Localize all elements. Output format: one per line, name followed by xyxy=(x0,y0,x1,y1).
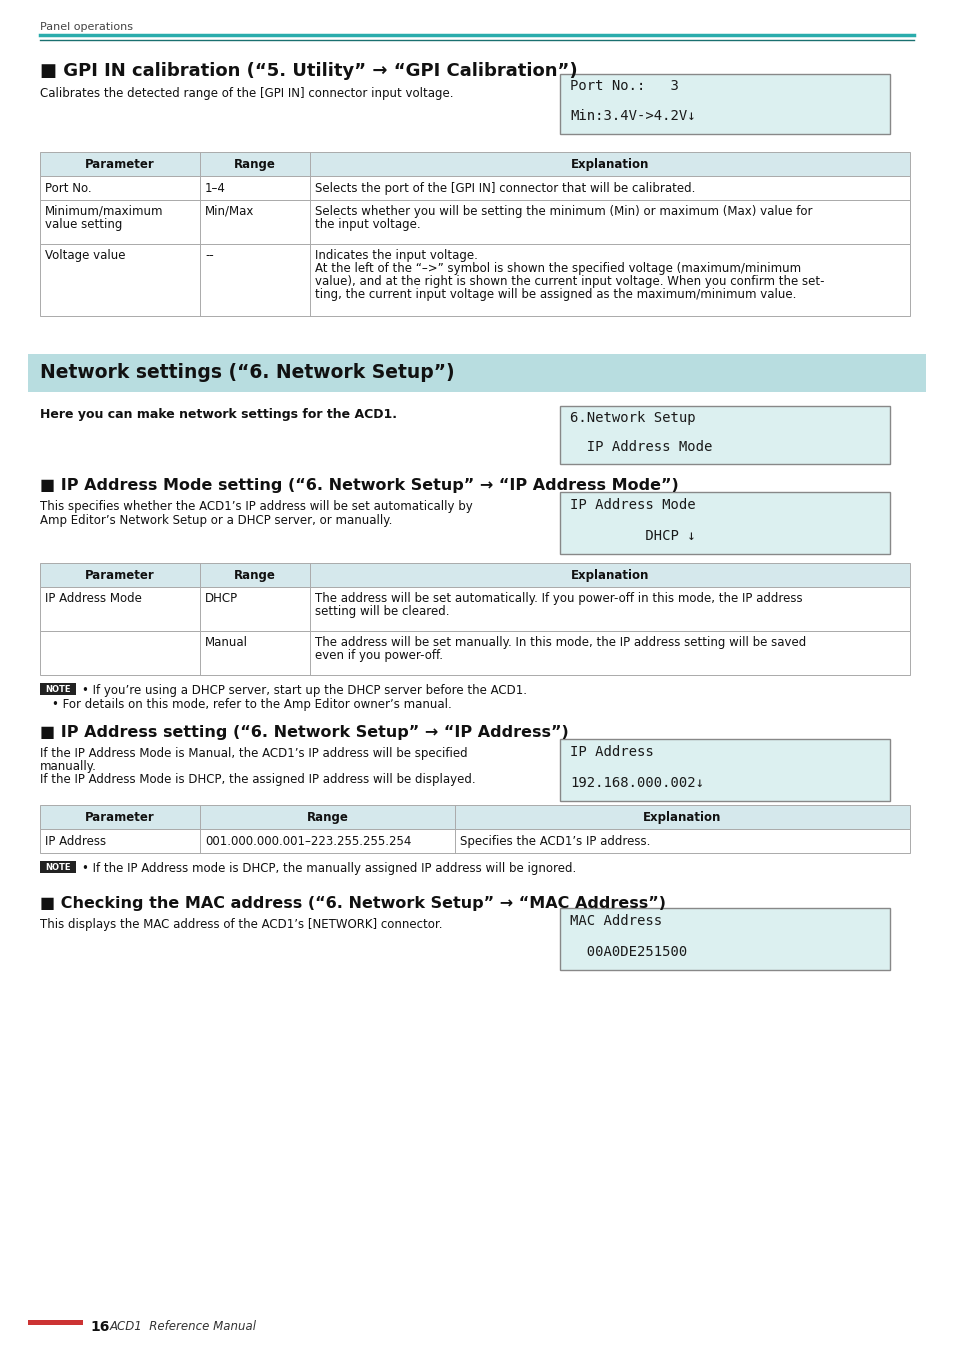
Text: Minimum/maximum: Minimum/maximum xyxy=(45,205,163,218)
Text: • For details on this mode, refer to the Amp Editor owner’s manual.: • For details on this mode, refer to the… xyxy=(52,698,452,711)
Text: Voltage value: Voltage value xyxy=(45,249,126,262)
Text: Manual: Manual xyxy=(205,636,248,648)
Text: 192.168.000.002↓: 192.168.000.002↓ xyxy=(569,775,703,789)
Text: setting will be cleared.: setting will be cleared. xyxy=(314,605,449,617)
Text: Indicates the input voltage.: Indicates the input voltage. xyxy=(314,249,477,262)
Bar xyxy=(40,245,909,316)
Text: Selects whether you will be setting the minimum (Min) or maximum (Max) value for: Selects whether you will be setting the … xyxy=(314,205,812,218)
Text: DHCP: DHCP xyxy=(205,592,238,605)
Bar xyxy=(28,354,925,392)
Text: 00A0DE251500: 00A0DE251500 xyxy=(569,944,686,959)
Text: IP Address: IP Address xyxy=(569,744,653,758)
Text: IP Address Mode: IP Address Mode xyxy=(569,497,695,512)
Text: IP Address Mode: IP Address Mode xyxy=(45,592,142,605)
Text: ACD1  Reference Manual: ACD1 Reference Manual xyxy=(110,1320,256,1333)
Text: Selects the port of the [GPI IN] connector that will be calibrated.: Selects the port of the [GPI IN] connect… xyxy=(314,182,695,195)
Text: Explanation: Explanation xyxy=(642,811,720,824)
Bar xyxy=(40,586,909,631)
Text: Explanation: Explanation xyxy=(570,569,648,582)
Text: 6.Network Setup: 6.Network Setup xyxy=(569,411,695,426)
Text: Parameter: Parameter xyxy=(85,158,154,172)
Text: This specifies whether the ACD1’s IP address will be set automatically by: This specifies whether the ACD1’s IP add… xyxy=(40,500,473,513)
Text: NOTE: NOTE xyxy=(45,862,71,871)
Text: Parameter: Parameter xyxy=(85,569,154,582)
Text: value), and at the right is shown the current input voltage. When you confirm th: value), and at the right is shown the cu… xyxy=(314,276,823,288)
Text: the input voltage.: the input voltage. xyxy=(314,218,420,231)
Text: This displays the MAC address of the ACD1’s [NETWORK] connector.: This displays the MAC address of the ACD… xyxy=(40,917,442,931)
Text: Here you can make network settings for the ACD1.: Here you can make network settings for t… xyxy=(40,408,396,422)
Text: even if you power-off.: even if you power-off. xyxy=(314,648,442,662)
Text: DHCP ↓: DHCP ↓ xyxy=(569,528,695,543)
Text: Range: Range xyxy=(233,569,275,582)
Text: 16: 16 xyxy=(90,1320,110,1333)
Bar xyxy=(40,805,909,830)
Text: MAC Address: MAC Address xyxy=(569,913,661,928)
Bar xyxy=(559,908,889,970)
Text: Parameter: Parameter xyxy=(85,811,154,824)
Bar xyxy=(40,631,909,676)
Text: Port No.: Port No. xyxy=(45,182,91,195)
Text: IP Address: IP Address xyxy=(45,835,106,848)
Text: The address will be set manually. In this mode, the IP address setting will be s: The address will be set manually. In thi… xyxy=(314,636,805,648)
Text: Calibrates the detected range of the [GPI IN] connector input voltage.: Calibrates the detected range of the [GP… xyxy=(40,86,453,100)
Text: ting, the current input voltage will be assigned as the maximum/minimum value.: ting, the current input voltage will be … xyxy=(314,288,796,301)
Text: ■ IP Address setting (“6. Network Setup” → “IP Address”): ■ IP Address setting (“6. Network Setup”… xyxy=(40,725,568,740)
Text: Explanation: Explanation xyxy=(570,158,648,172)
Bar xyxy=(559,492,889,554)
Text: At the left of the “–>” symbol is shown the specified voltage (maximum/minimum: At the left of the “–>” symbol is shown … xyxy=(314,262,801,276)
Bar xyxy=(559,739,889,801)
Bar xyxy=(40,200,909,245)
Bar xyxy=(40,176,909,200)
Text: Min/Max: Min/Max xyxy=(205,205,254,218)
Bar xyxy=(40,830,909,852)
Bar xyxy=(559,407,889,463)
Text: IP Address Mode: IP Address Mode xyxy=(569,440,712,454)
Text: Specifies the ACD1’s IP address.: Specifies the ACD1’s IP address. xyxy=(459,835,650,848)
Text: manually.: manually. xyxy=(40,761,97,773)
Bar xyxy=(40,861,76,873)
Text: • If you’re using a DHCP server, start up the DHCP server before the ACD1.: • If you’re using a DHCP server, start u… xyxy=(82,684,526,697)
Bar xyxy=(40,563,909,586)
Text: ■ Checking the MAC address (“6. Network Setup” → “MAC Address”): ■ Checking the MAC address (“6. Network … xyxy=(40,896,665,911)
Text: ■ GPI IN calibration (“5. Utility” → “GPI Calibration”): ■ GPI IN calibration (“5. Utility” → “GP… xyxy=(40,62,577,80)
Text: value setting: value setting xyxy=(45,218,122,231)
Text: Port No.:   3: Port No.: 3 xyxy=(569,80,679,93)
Text: • If the IP Address mode is DHCP, the manually assigned IP address will be ignor: • If the IP Address mode is DHCP, the ma… xyxy=(82,862,576,875)
Bar xyxy=(40,684,76,694)
Text: ■ IP Address Mode setting (“6. Network Setup” → “IP Address Mode”): ■ IP Address Mode setting (“6. Network S… xyxy=(40,478,678,493)
Text: Amp Editor’s Network Setup or a DHCP server, or manually.: Amp Editor’s Network Setup or a DHCP ser… xyxy=(40,513,392,527)
Text: The address will be set automatically. If you power-off in this mode, the IP add: The address will be set automatically. I… xyxy=(314,592,801,605)
Text: Range: Range xyxy=(306,811,348,824)
Text: 1–4: 1–4 xyxy=(205,182,226,195)
Text: Network settings (“6. Network Setup”): Network settings (“6. Network Setup”) xyxy=(40,363,455,382)
Bar xyxy=(28,1320,83,1325)
Text: NOTE: NOTE xyxy=(45,685,71,693)
Bar xyxy=(40,153,909,176)
Text: Panel operations: Panel operations xyxy=(40,22,132,32)
Text: --: -- xyxy=(205,249,213,262)
Bar xyxy=(559,74,889,134)
Text: Min:3.4V->4.2V↓: Min:3.4V->4.2V↓ xyxy=(569,109,695,123)
Text: 001.000.000.001–223.255.255.254: 001.000.000.001–223.255.255.254 xyxy=(205,835,411,848)
Text: Range: Range xyxy=(233,158,275,172)
Text: If the IP Address Mode is Manual, the ACD1’s IP address will be specified: If the IP Address Mode is Manual, the AC… xyxy=(40,747,467,761)
Text: If the IP Address Mode is DHCP, the assigned IP address will be displayed.: If the IP Address Mode is DHCP, the assi… xyxy=(40,773,476,786)
